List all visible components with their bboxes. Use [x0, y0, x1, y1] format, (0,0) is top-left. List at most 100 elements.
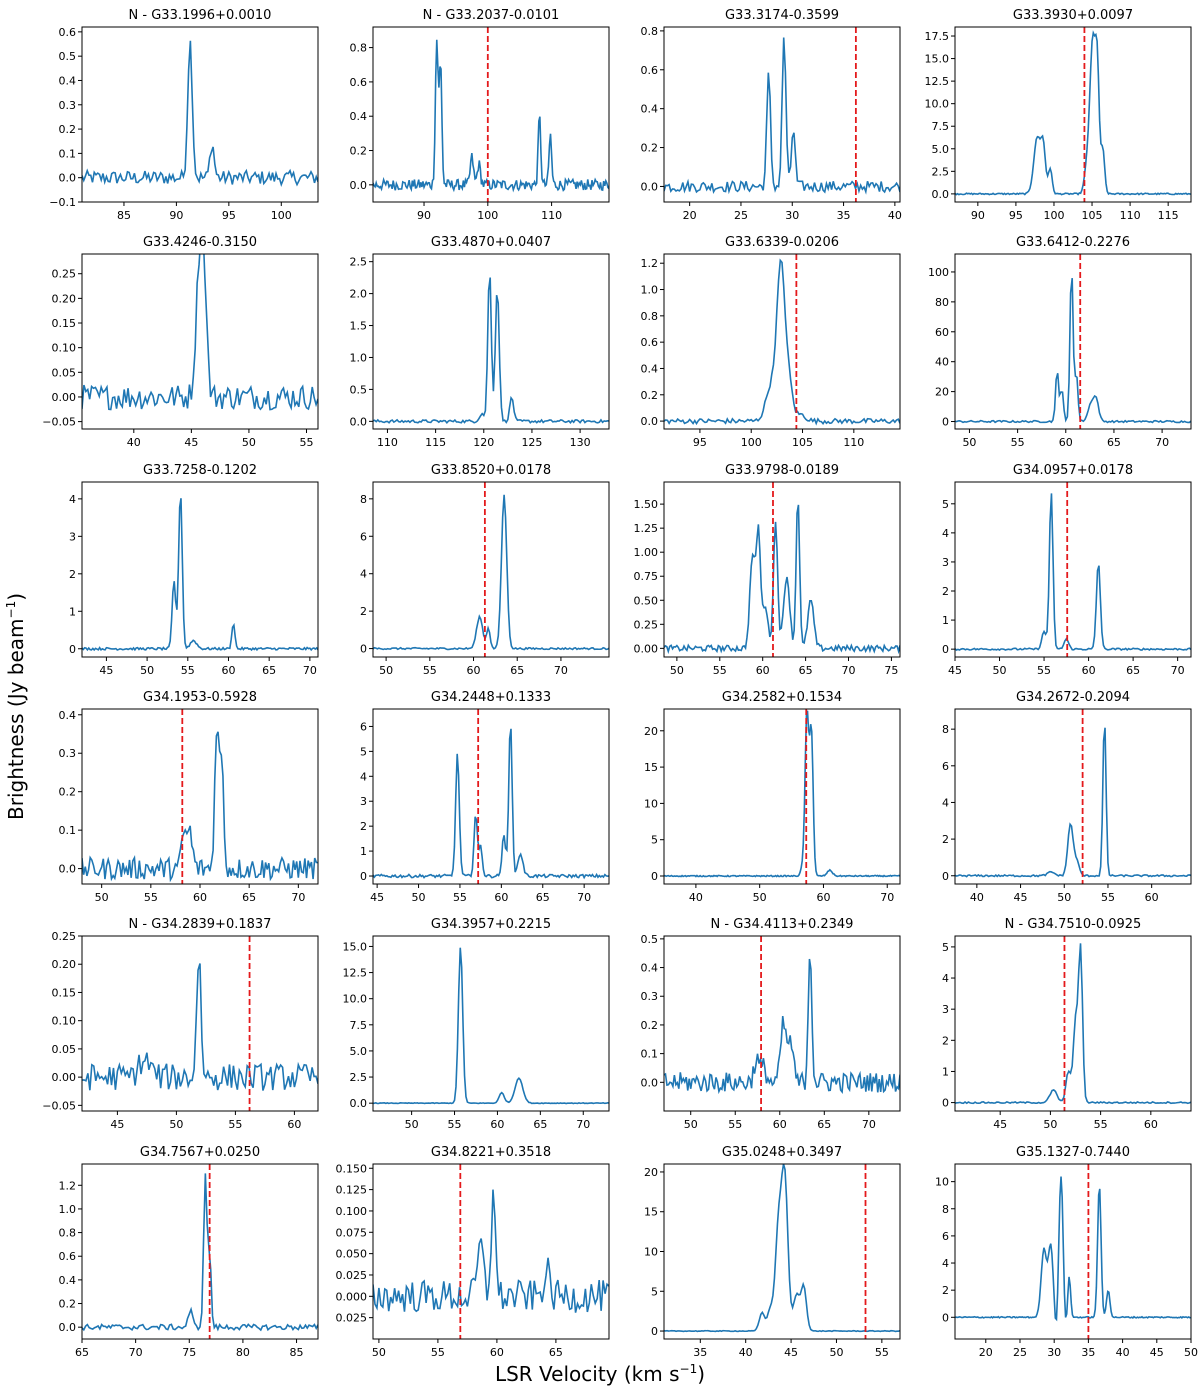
- y-tick-label: 0.000: [336, 1290, 368, 1303]
- x-tick-label: 55: [1011, 436, 1025, 449]
- y-tick-label: 0.050: [336, 1248, 368, 1261]
- x-tick-label: 55: [713, 664, 727, 677]
- y-tick-label: 2.5: [932, 165, 950, 178]
- x-tick-label: 55: [423, 664, 437, 677]
- spectrum-line: [82, 498, 318, 652]
- y-tick-label: 0.25: [52, 930, 77, 943]
- y-tick-label: 0.8: [59, 1227, 77, 1240]
- spectrum-panel-24: G35.1327-0.7440 20 25 30 35 40 45 50 0 2 4 6 8 10: [935, 1145, 1198, 1359]
- y-tick-label: 0.75: [634, 570, 659, 583]
- y-tick-label: 2: [360, 820, 367, 833]
- x-tick-label: 55: [431, 1346, 445, 1359]
- x-tick-label: 105: [792, 436, 813, 449]
- panel-frame: [372, 253, 610, 430]
- spectrum-line: [664, 710, 900, 878]
- y-tick-label: 0.6: [641, 336, 659, 349]
- x-tick-label: 60: [1144, 1118, 1158, 1131]
- panel-title: N - G34.4113+0.2349: [711, 917, 854, 932]
- y-tick-label: 8: [942, 1203, 949, 1216]
- y-tick-label: 0: [360, 643, 367, 656]
- y-tick-label: 0.10: [52, 342, 77, 355]
- y-tick-label: 5: [651, 834, 658, 847]
- y-tick-label: 20: [644, 725, 658, 738]
- panel-frame: [954, 1163, 1192, 1340]
- y-tick-label: 2: [942, 1034, 949, 1047]
- x-tick-label: 50: [372, 1346, 386, 1359]
- spectrum-line: [82, 963, 318, 1091]
- y-tick-label: 10.0: [925, 98, 950, 111]
- x-tick-label: 55: [1101, 891, 1115, 904]
- panel-frame: [663, 935, 901, 1112]
- panel-frame: [663, 253, 901, 430]
- y-tick-label: 0: [360, 870, 367, 883]
- panel-frame: [372, 935, 610, 1112]
- y-tick-label: 2: [942, 585, 949, 598]
- y-tick-label: 100: [928, 266, 949, 279]
- x-tick-label: 50: [242, 436, 256, 449]
- x-tick-label: 45: [184, 436, 198, 449]
- x-tick-label: 40: [127, 436, 141, 449]
- panel-title: N - G34.7510-0.0925: [1005, 917, 1142, 932]
- spectrum-panel-9: G33.7258-0.1202 45 50 55 60 65 70 0 1 2 3 4: [69, 463, 319, 677]
- y-tick-label: 0.6: [59, 26, 77, 39]
- panel-title: G35.1327-0.7440: [1016, 1145, 1130, 1160]
- y-tick-label: 8: [942, 723, 949, 736]
- y-tick-label: 5.0: [932, 143, 950, 156]
- spectrum-line: [955, 943, 1191, 1105]
- y-tick-label: 17.5: [925, 30, 950, 43]
- spectrum-line: [955, 493, 1191, 652]
- x-tick-label: 60: [193, 891, 207, 904]
- panel-frame: [81, 935, 319, 1112]
- x-tick-label: 65: [242, 891, 256, 904]
- y-tick-label: 0.8: [350, 42, 368, 55]
- x-tick-label: 45: [370, 891, 384, 904]
- x-tick-label: 50: [993, 664, 1007, 677]
- y-tick-label: 10: [644, 797, 658, 810]
- x-tick-label: 90: [169, 209, 183, 222]
- x-tick-label: 50: [169, 1118, 183, 1131]
- x-tick-label: 40: [970, 891, 984, 904]
- y-tick-label: 1.0: [350, 351, 368, 364]
- x-tick-label: 65: [533, 1118, 547, 1131]
- spectrum-line: [82, 254, 318, 411]
- x-tick-label: 50: [412, 891, 426, 904]
- y-tick-label: −0.1: [49, 196, 76, 209]
- spectrum-panel-5: G33.4246-0.3150 40 45 50 55 −0.05 0.00 0.05 0.10…: [42, 235, 319, 449]
- y-tick-label: 0: [942, 643, 949, 656]
- x-tick-label: 95: [693, 436, 707, 449]
- y-tick-label: 0.0: [641, 415, 659, 428]
- y-tick-label: 1.0: [59, 1203, 77, 1216]
- y-tick-label: 6: [360, 530, 367, 543]
- y-tick-label: 0.4: [59, 74, 77, 87]
- spectrum-line: [955, 1176, 1191, 1322]
- panel-title: G34.1953-0.5928: [143, 690, 257, 705]
- y-tick-label: 0.3: [641, 990, 659, 1003]
- x-tick-label: 50: [1057, 891, 1071, 904]
- y-tick-label: 0.4: [59, 1274, 77, 1287]
- y-tick-label: 4: [69, 493, 76, 506]
- x-tick-label: 45: [99, 664, 113, 677]
- x-tick-label: 110: [377, 436, 398, 449]
- y-tick-label: 3: [360, 795, 367, 808]
- y-tick-label: 40: [935, 356, 949, 369]
- spectrum-line: [373, 277, 609, 425]
- spectrum-line: [664, 958, 900, 1095]
- x-tick-label: 100: [477, 209, 498, 222]
- x-tick-label: 60: [1059, 436, 1073, 449]
- x-tick-label: 60: [467, 664, 481, 677]
- y-tick-label: 12.5: [343, 967, 368, 980]
- panel-title: G33.8520+0.0178: [431, 463, 551, 478]
- spectrum-panel-3: G33.3174-0.3599 20 25 30 35 40 0.0 0.2 0.4 0.6 0.8: [641, 8, 902, 222]
- x-tick-label: 120: [473, 436, 494, 449]
- x-tick-label: 100: [1043, 209, 1064, 222]
- y-tick-label: 3: [942, 556, 949, 569]
- y-tick-label: 0.0: [59, 863, 77, 876]
- panel-frame: [372, 708, 610, 885]
- panel-frame: [81, 481, 319, 658]
- y-tick-label: 0: [942, 1097, 949, 1110]
- y-tick-label: 0.125: [336, 1184, 368, 1197]
- x-tick-label: 45: [1150, 1346, 1164, 1359]
- spectrum-panel-6: G33.4870+0.0407 110 115 120 125 130 0.0 0.5 1.0 1…: [350, 235, 610, 449]
- y-tick-label: 0.025: [336, 1269, 368, 1282]
